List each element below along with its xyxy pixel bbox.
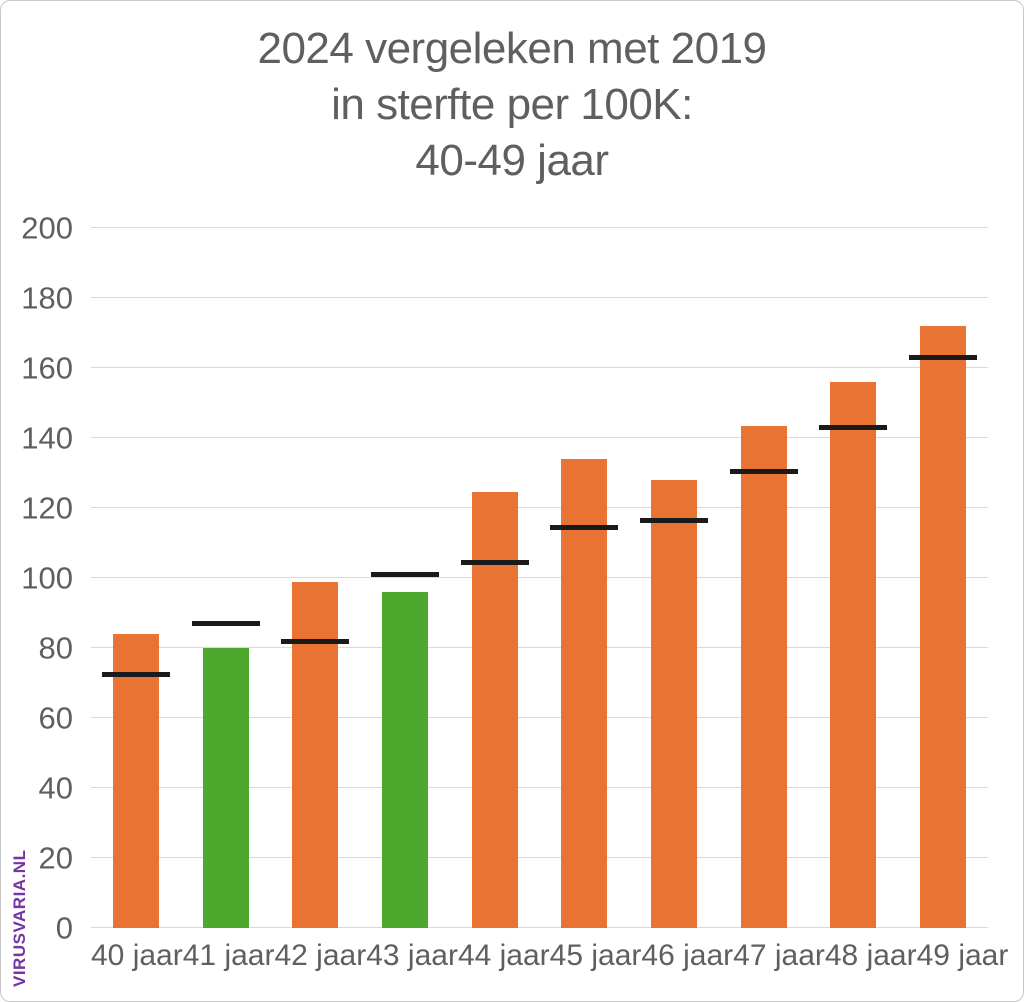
bar-2024-47-jaar bbox=[740, 425, 787, 928]
marker-2019-40-jaar bbox=[101, 671, 170, 677]
x-tick-label-44-jaar: 44 jaar bbox=[457, 939, 550, 972]
bar-2024-46-jaar bbox=[651, 480, 698, 928]
chart-title-line-2: in sterfte per 100K: bbox=[331, 80, 693, 129]
bar-slot-48-jaar bbox=[809, 228, 899, 928]
x-tick-label-48-jaar: 48 jaar bbox=[824, 939, 917, 972]
marker-2019-48-jaar bbox=[819, 425, 888, 431]
y-gridline bbox=[91, 787, 988, 788]
bar-slot-47-jaar bbox=[719, 228, 809, 928]
y-gridline bbox=[91, 857, 988, 858]
marker-2019-47-jaar bbox=[729, 468, 798, 474]
bar-slot-42-jaar bbox=[270, 228, 360, 928]
chart-title-line-1: 2024 vergeleken met 2019 bbox=[257, 24, 767, 73]
chart-title-line-3: 40-49 jaar bbox=[415, 136, 609, 185]
bar-slot-49-jaar bbox=[898, 228, 988, 928]
marker-2019-49-jaar bbox=[909, 355, 978, 360]
bar-2024-49-jaar bbox=[920, 326, 967, 928]
x-tick-label-46-jaar: 46 jaar bbox=[641, 939, 734, 972]
bar-2024-44-jaar bbox=[471, 492, 518, 928]
bar-2024-42-jaar bbox=[292, 581, 339, 928]
bar-slot-46-jaar bbox=[629, 228, 719, 928]
y-tick-label: 200 bbox=[21, 210, 73, 246]
bar-2024-43-jaar bbox=[381, 592, 428, 928]
y-gridline bbox=[91, 437, 988, 438]
y-gridline bbox=[91, 367, 988, 368]
y-gridline bbox=[91, 577, 988, 578]
y-tick-label: 180 bbox=[21, 280, 73, 316]
x-tick-label-45-jaar: 45 jaar bbox=[549, 939, 642, 972]
x-axis: 40 jaar 41 jaar 42 jaar 43 jaar 44 jaar 45 ja… bbox=[91, 939, 1008, 973]
marker-2019-42-jaar bbox=[281, 638, 350, 644]
plot-area bbox=[91, 227, 988, 928]
y-tick-label: 160 bbox=[21, 350, 73, 386]
chart-title: 2024 vergeleken met 2019 in sterfte per … bbox=[1, 21, 1023, 189]
bars-layer bbox=[91, 228, 988, 928]
marker-2019-46-jaar bbox=[640, 517, 709, 523]
y-tick-label: 80 bbox=[38, 630, 73, 666]
y-gridline bbox=[91, 717, 988, 718]
bar-slot-44-jaar bbox=[450, 228, 540, 928]
watermark: VIRUSVARIA.NL bbox=[10, 849, 29, 987]
y-tick-label: 120 bbox=[21, 490, 73, 526]
y-tick-label: 140 bbox=[21, 420, 73, 456]
x-tick-label-47-jaar: 47 jaar bbox=[733, 939, 825, 972]
bar-2024-48-jaar bbox=[830, 382, 877, 928]
marker-2019-43-jaar bbox=[370, 572, 439, 577]
y-axis: 0 20 40 60 80 100 120 140 160 180 200 bbox=[1, 213, 73, 944]
y-tick-label: 40 bbox=[38, 770, 73, 806]
bar-slot-40-jaar bbox=[91, 228, 181, 928]
bar-2024-45-jaar bbox=[561, 459, 608, 928]
x-tick-label-40-jaar: 40 jaar bbox=[91, 939, 183, 972]
x-tick-label-41-jaar: 41 jaar bbox=[182, 939, 275, 972]
y-gridline bbox=[91, 927, 988, 928]
y-gridline bbox=[91, 227, 988, 228]
bar-2024-40-jaar bbox=[112, 634, 159, 928]
y-tick-label: 20 bbox=[38, 840, 73, 876]
x-tick-label-43-jaar: 43 jaar bbox=[366, 939, 458, 972]
bar-slot-41-jaar bbox=[181, 228, 271, 928]
y-tick-label: 60 bbox=[38, 700, 73, 736]
bar-slot-45-jaar bbox=[540, 228, 630, 928]
bar-slot-43-jaar bbox=[360, 228, 450, 928]
x-tick-label-42-jaar: 42 jaar bbox=[274, 939, 367, 972]
marker-2019-44-jaar bbox=[460, 559, 529, 565]
y-gridline bbox=[91, 297, 988, 298]
x-tick-label-49-jaar: 49 jaar bbox=[916, 939, 1009, 972]
y-gridline bbox=[91, 647, 988, 648]
y-tick-label: 100 bbox=[21, 560, 73, 596]
marker-2019-41-jaar bbox=[191, 621, 260, 626]
y-tick-label: 0 bbox=[55, 910, 73, 946]
marker-2019-45-jaar bbox=[550, 524, 619, 530]
bar-2024-41-jaar bbox=[202, 648, 249, 928]
y-gridline bbox=[91, 507, 988, 508]
